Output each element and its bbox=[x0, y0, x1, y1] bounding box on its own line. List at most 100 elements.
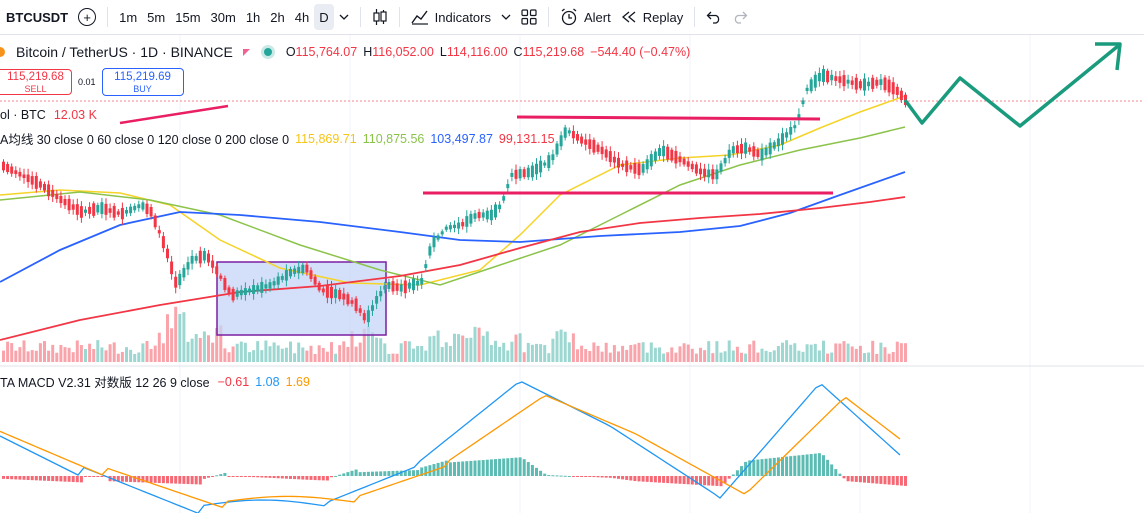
volume-bar bbox=[354, 346, 358, 362]
macd-histogram-bar bbox=[875, 476, 879, 484]
volume-bar bbox=[863, 353, 866, 362]
chart-type-button[interactable] bbox=[367, 4, 393, 30]
macd-histogram-bar bbox=[293, 476, 297, 480]
macd-histogram-bar bbox=[670, 476, 674, 484]
open-value: 115,764.07 bbox=[295, 45, 358, 59]
timeframe-5m[interactable]: 5m bbox=[147, 9, 166, 25]
volume-bar bbox=[444, 342, 448, 362]
volume-bar bbox=[539, 344, 543, 362]
timeframe-1h[interactable]: 1h bbox=[245, 9, 261, 25]
indicators-label: Indicators bbox=[434, 9, 491, 25]
macd-histogram-bar bbox=[186, 476, 190, 485]
timeframe-2h[interactable]: 2h bbox=[270, 9, 285, 25]
macd-histogram-bar bbox=[79, 476, 83, 483]
flag-icon[interactable] bbox=[242, 48, 250, 56]
buy-button[interactable]: 115,219.69 BUY bbox=[101, 68, 184, 96]
macd-histogram-bar bbox=[84, 476, 87, 477]
candle-body bbox=[645, 159, 649, 170]
candle-body bbox=[448, 225, 452, 230]
macd-histogram-bar bbox=[166, 476, 169, 484]
candle-body bbox=[145, 203, 149, 215]
macd-histogram-bar bbox=[571, 476, 575, 477]
price-chart[interactable] bbox=[0, 35, 1144, 513]
candle-body bbox=[506, 184, 510, 189]
candle-body bbox=[797, 114, 801, 120]
candle-body bbox=[641, 164, 645, 173]
timeframe-d[interactable]: D bbox=[314, 4, 334, 30]
candle-body bbox=[309, 270, 313, 279]
candle-body bbox=[223, 277, 227, 291]
layouts-button[interactable] bbox=[516, 4, 542, 30]
macd-histogram-bar bbox=[461, 461, 465, 476]
indicators-button[interactable]: Indicators bbox=[406, 4, 496, 30]
macd-histogram-bar bbox=[776, 457, 780, 476]
macd-histogram-bar bbox=[338, 474, 342, 476]
macd-histogram-bar bbox=[867, 476, 871, 483]
macd-histogram-bar bbox=[858, 476, 862, 483]
candle-body bbox=[293, 268, 297, 274]
volume-bar bbox=[432, 335, 436, 362]
volume-bar bbox=[891, 351, 895, 362]
alert-button[interactable]: Alert bbox=[555, 4, 616, 30]
candle-body bbox=[207, 253, 210, 263]
timeframe-4h[interactable]: 4h bbox=[294, 9, 310, 25]
volume-bar bbox=[514, 334, 518, 362]
candle-body bbox=[10, 166, 14, 174]
volume-bar bbox=[518, 333, 522, 362]
macd-histogram-bar bbox=[850, 476, 854, 482]
candle-body bbox=[432, 237, 436, 248]
macd-histogram-bar bbox=[272, 476, 276, 479]
chart-canvas[interactable] bbox=[0, 35, 1144, 513]
sell-button[interactable]: 115,219.68 SELL bbox=[0, 69, 72, 95]
ma200-value: 99,131.15 bbox=[498, 131, 555, 146]
candle-body bbox=[727, 149, 731, 158]
candle-body bbox=[699, 168, 702, 175]
volume-bar bbox=[436, 330, 440, 362]
volume-bar bbox=[764, 350, 768, 362]
volume-bar bbox=[424, 350, 428, 362]
candle-body bbox=[116, 211, 120, 215]
volume-bar bbox=[633, 344, 637, 362]
compare-symbol-button[interactable]: + bbox=[73, 4, 101, 30]
candle-body bbox=[59, 195, 63, 204]
alert-label: Alert bbox=[584, 9, 611, 25]
timeframe-30m[interactable]: 30m bbox=[210, 9, 236, 25]
candle-body bbox=[633, 162, 637, 174]
replay-button[interactable]: Replay bbox=[616, 4, 688, 30]
candle-body bbox=[555, 143, 559, 155]
candle-body bbox=[6, 164, 10, 173]
volume-bar bbox=[723, 351, 727, 362]
timeframe-15m[interactable]: 15m bbox=[175, 9, 201, 25]
redo-button[interactable] bbox=[727, 4, 753, 30]
macd-histogram-bar bbox=[96, 476, 100, 477]
candle-body bbox=[817, 72, 821, 82]
indicators-menu-button[interactable] bbox=[496, 4, 516, 30]
timeframe-menu-button[interactable] bbox=[334, 4, 354, 30]
volume-bar bbox=[125, 347, 128, 362]
volume-bar bbox=[895, 341, 899, 362]
volume-bar bbox=[161, 343, 165, 362]
candle-body bbox=[412, 278, 415, 291]
volume-bar bbox=[248, 352, 251, 362]
macd-histogram-bar bbox=[428, 465, 432, 476]
volume-bar bbox=[141, 343, 145, 362]
volume-bar bbox=[75, 340, 79, 362]
undo-button[interactable] bbox=[701, 4, 727, 30]
candle-body bbox=[211, 260, 215, 268]
candle-body bbox=[141, 202, 145, 210]
macd-histogram-bar bbox=[457, 461, 461, 476]
macd-histogram-bar bbox=[551, 475, 555, 477]
macd-histogram-bar bbox=[711, 476, 715, 486]
timeframe-1m[interactable]: 1m bbox=[119, 9, 138, 25]
volume-bar bbox=[592, 342, 596, 362]
volume-bar bbox=[129, 349, 133, 362]
candle-body bbox=[186, 262, 190, 270]
volume-bar bbox=[26, 351, 30, 362]
volume-bar bbox=[309, 345, 313, 362]
volume-bar bbox=[223, 348, 227, 362]
candle-body bbox=[776, 138, 780, 147]
candle-body bbox=[670, 149, 674, 161]
symbol-search-button[interactable]: BTCUSDT bbox=[6, 9, 69, 25]
high-value: 116,052.00 bbox=[372, 45, 434, 59]
macd-histogram-bar bbox=[891, 476, 895, 485]
